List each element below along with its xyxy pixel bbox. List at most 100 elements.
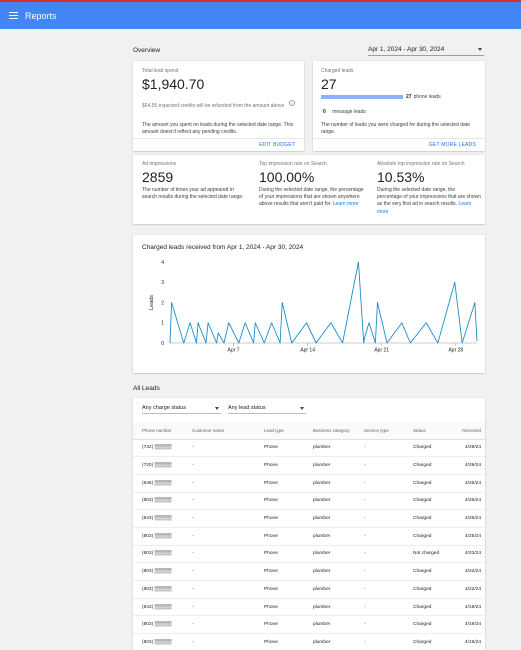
message-leads-label: message leads [332,109,366,115]
received-date-cell: 4/29/24 [453,456,485,475]
charge-status-filter-value: Any charge status [142,405,187,411]
message-leads-count: 0 [323,109,326,115]
column-header-category[interactable]: Business category [304,422,355,440]
table-row[interactable]: (843) ▒▒▒▒▒ - Phone plumber - Charged 4/19/24 [133,598,485,617]
top-impression-rate-value: 100.00% [259,169,315,185]
customer-name-cell: - [183,615,255,635]
received-date-cell: 4/22/24 [453,562,485,581]
table-row[interactable]: (803) ▒▒▒▒▒ - Phone plumber - Charged 4/19/24 [133,633,485,650]
table-row[interactable]: (803) ▒▒▒▒▒ - Phone plumber - Charged 4/22/24 [133,580,485,599]
table-row[interactable]: (803) ▒▒▒▒▒ - Phone plumber - Not charged 4/23… [133,545,485,564]
business-category-cell: plumber [304,509,355,528]
phone-number-cell: (803) ▒▒▒▒▒ [133,492,183,511]
lead-type-cell: Phone [255,598,304,617]
get-more-leads-button[interactable]: GET MORE LEADS [428,142,476,148]
y-tick-label: 2 [161,300,164,306]
table-row[interactable]: (803) ▒▒▒▒▒ - Phone plumber - Charged 4/26/24 [133,492,485,511]
status-cell: Charged [404,527,453,546]
message-leads-row: 0 message leads [323,100,366,118]
top-impression-rate-label: Top impression rate on Search [259,161,327,167]
status-cell: Charged [404,633,453,650]
column-header-customer[interactable]: Customer name [183,422,255,440]
status-cell: Charged [404,580,453,599]
y-tick-label: 1 [161,321,164,327]
card-divider [133,138,304,139]
table-row[interactable]: (720) ▒▒▒▒▒ - Phone plumber - Charged 4/29/24 [133,456,485,475]
lead-type-cell: Phone [255,615,304,635]
lead-type-cell: Phone [255,509,304,528]
lead-type-cell: Phone [255,456,304,475]
phone-number-cell: (646) ▒▒▒▒▒ [133,474,183,493]
business-category-cell: plumber [304,439,355,458]
top-impression-rate-text: During the selected date range, the perc… [259,187,364,208]
y-tick-label: 0 [161,341,164,347]
learn-more-link[interactable]: Learn more [332,201,359,208]
phone-number-cell: (720) ▒▒▒▒▒ [133,456,183,475]
column-header-service[interactable]: Service type [355,422,404,440]
date-range-value: Apr 1, 2024 - Apr 30, 2024 [368,46,445,53]
phone-number-cell: (803) ▒▒▒▒▒ [133,545,183,564]
edit-budget-button[interactable]: EDIT BUDGET [259,142,295,148]
info-icon[interactable]: ? [288,99,295,106]
chevron-down-icon [215,406,219,410]
phone-leads-bar [321,95,403,99]
table-row[interactable]: (803) ▒▒▒▒▒ - Phone plumber - Charged 4/19/24 [133,615,485,635]
status-cell: Charged [404,615,453,635]
app-title: Reports [25,10,57,21]
table-row[interactable]: (732) ▒▒▒▒▒ - Phone plumber - Charged 4/29/24 [133,439,485,458]
service-type-cell: - [355,474,404,493]
charge-status-filter[interactable]: Any charge status [142,403,221,414]
service-type-cell: - [355,633,404,650]
phone-leads-count: 27 [406,94,412,100]
table-row[interactable]: (803) ▒▒▒▒▒ - Phone plumber - Charged 4/25/24 [133,527,485,546]
chevron-down-icon [478,48,482,51]
charged-leads-label: Charged leads [321,68,354,74]
customer-name-cell: - [183,456,255,475]
abs-top-impression-rate-metric: Absolute top impression rate on Search 1… [377,161,481,216]
business-category-cell: plumber [304,456,355,475]
lead-type-cell: Phone [255,562,304,581]
column-header-received[interactable]: Received [453,422,485,440]
learn-more-link[interactable]: Learn more [377,201,472,215]
lead-type-cell: Phone [255,545,304,564]
hamburger-menu-icon[interactable] [9,12,18,19]
y-tick-label: 4 [161,260,164,266]
ad-impressions-label: Ad impressions [142,161,177,167]
lead-status-filter[interactable]: Any lead status [228,403,306,414]
business-category-cell: plumber [304,598,355,617]
top-impression-rate-description: During the selected date range, the perc… [259,187,369,209]
customer-name-cell: - [183,439,255,458]
phone-number-cell: (803) ▒▒▒▒▒ [133,633,183,650]
status-cell: Charged [404,456,453,475]
lead-type-cell: Phone [255,580,304,599]
ad-impressions-description: The number of times your ad appeared in … [142,187,244,201]
x-tick-label: Apr 28 [448,348,463,354]
phone-number-cell: (732) ▒▒▒▒▒ [133,439,183,458]
service-type-cell: - [355,580,404,599]
table-row[interactable]: (646) ▒▒▒▒▒ - Phone plumber - Charged 4/26/24 [133,474,485,493]
column-header-phone[interactable]: Phone number [133,422,183,440]
service-type-cell: - [355,562,404,581]
lead-type-cell: Phone [255,492,304,511]
business-category-cell: plumber [304,527,355,546]
customer-name-cell: - [183,580,255,599]
phone-leads-bar-row: 27 phone leads [321,94,441,100]
phone-number-cell: (803) ▒▒▒▒▒ [133,562,183,581]
date-range-selector[interactable]: Apr 1, 2024 - Apr 30, 2024 [368,44,484,56]
received-date-cell: 4/23/24 [453,545,485,564]
lead-status-filter-value: Any lead status [228,405,266,411]
charged-leads-description: The number of leads you were charged for… [321,122,470,136]
status-cell: Charged [404,474,453,493]
column-header-status[interactable]: Status [404,422,453,440]
table-header-row: Phone number Customer name Lead type Bus… [133,422,485,440]
business-category-cell: plumber [304,562,355,581]
phone-number-cell: (843) ▒▒▒▒▒ [133,509,183,528]
impressions-card: Ad impressions 2859 The number of times … [133,155,485,224]
column-header-lead-type[interactable]: Lead type [255,422,304,440]
series-line [169,261,478,344]
table-row[interactable]: (843) ▒▒▒▒▒ - Phone plumber - Charged 4/26/24 [133,509,485,528]
lead-type-cell: Phone [255,474,304,493]
business-category-cell: plumber [304,545,355,564]
leads-table-body: (732) ▒▒▒▒▒ - Phone plumber - Charged 4/29/24(… [133,439,485,650]
table-row[interactable]: (803) ▒▒▒▒▒ - Phone plumber - Charged 4/22/24 [133,562,485,581]
